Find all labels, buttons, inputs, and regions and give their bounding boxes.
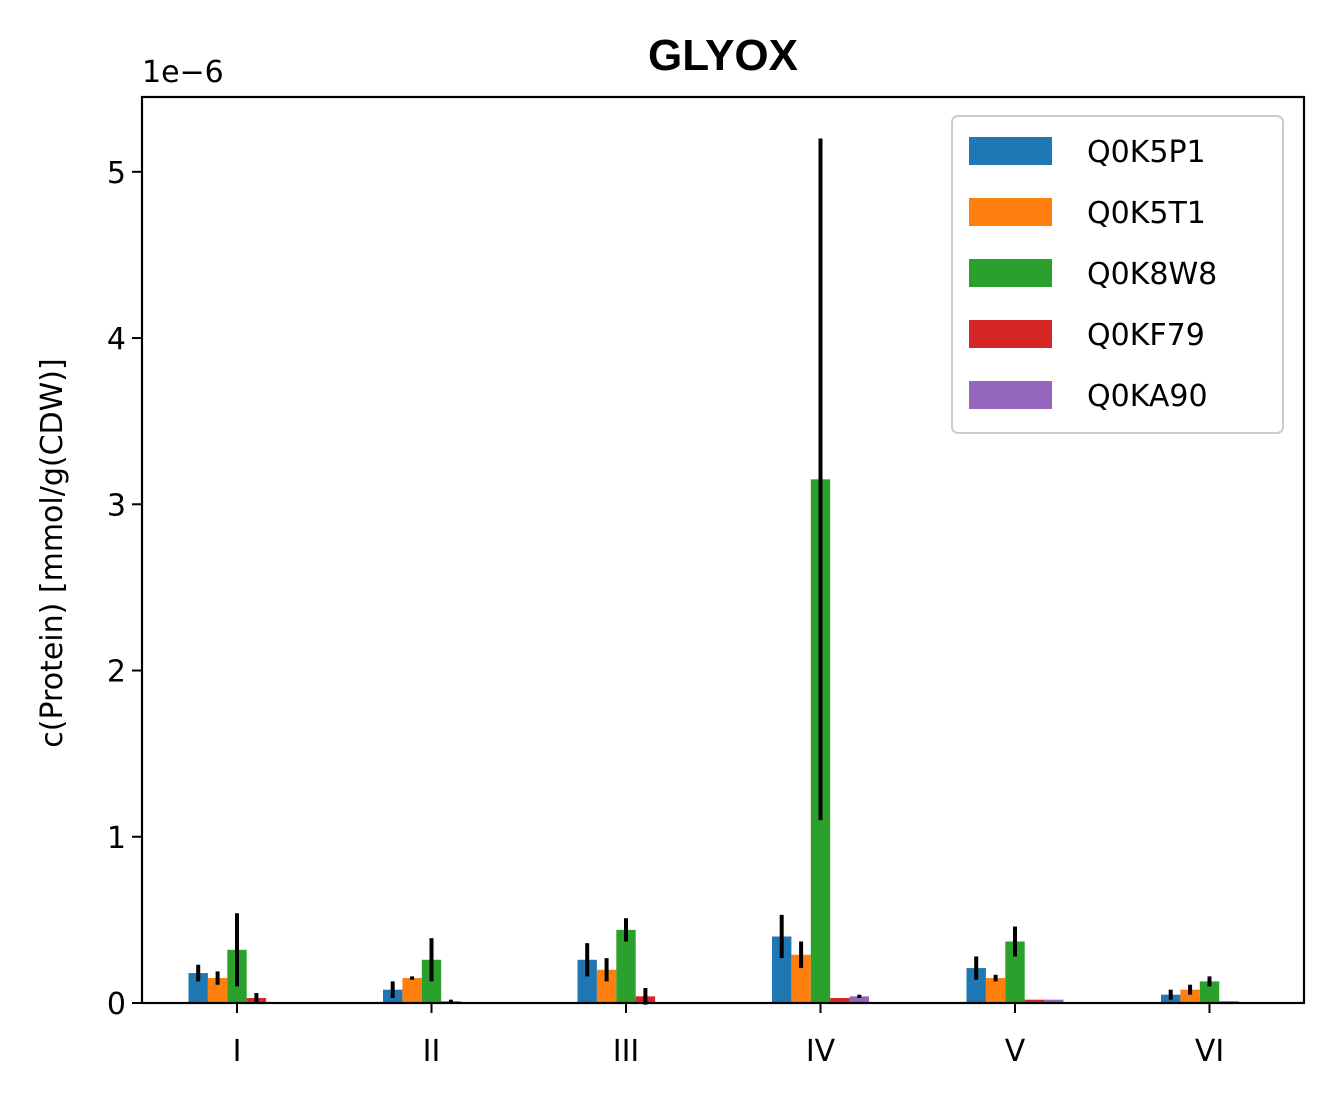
legend-label-Q0K8W8: Q0K8W8 [1087, 257, 1217, 292]
bar-Q0KF79-IV [830, 998, 850, 1003]
x-tick-label-V: V [1005, 1034, 1026, 1069]
bar-Q0K8W8-III [616, 929, 636, 1003]
bar-Q0KF79-V [1024, 999, 1045, 1003]
bar-Q0K5P1-IV [772, 936, 792, 1003]
legend-swatch-Q0K5T1 [969, 198, 1052, 226]
legend-label-Q0K5P1: Q0K5P1 [1087, 135, 1206, 170]
bar-Q0K5T1-II [402, 978, 422, 1003]
bar-Q0K5T1-V [985, 978, 1006, 1003]
x-tick-label-II: II [423, 1034, 441, 1069]
legend-swatch-Q0K8W8 [969, 259, 1052, 287]
y-tick-label-2: 2 [107, 655, 126, 690]
y-tick-label-1: 1 [107, 821, 126, 856]
chart-title: GLYOX [648, 31, 798, 80]
y-tick-label-4: 4 [107, 322, 126, 357]
plot-frame [140, 95, 1306, 1005]
bar-Q0K5T1-I [207, 978, 228, 1003]
legend-label-Q0KA90: Q0KA90 [1087, 379, 1208, 414]
legend-box [951, 115, 1284, 434]
x-tick-label-I: I [233, 1034, 242, 1069]
bar-Q0K5T1-III [596, 969, 617, 1003]
x-tick-label-IV: IV [806, 1034, 836, 1069]
legend-swatch-Q0K5P1 [969, 137, 1052, 165]
error-bars-layer [196, 138, 1212, 1005]
x-tick-label-III: III [613, 1034, 640, 1069]
x-tick-label-VI: VI [1195, 1034, 1224, 1069]
y-axis: 0 1 2 3 4 5 [107, 156, 142, 1022]
bar-Q0K5P1-III [577, 959, 597, 1003]
bar-Q0KA90-V [1044, 999, 1064, 1003]
legend-label-Q0K5T1: Q0K5T1 [1087, 196, 1206, 231]
legend-label-Q0KF79: Q0KF79 [1087, 318, 1205, 353]
bar-Q0KA90-IV [849, 996, 869, 1003]
y-axis-label: c(Protein) [mmol/g(CDW)] [35, 358, 70, 747]
bar-Q0K5T1-IV [791, 954, 811, 1003]
bar-Q0K8W8-V [1005, 941, 1025, 1003]
bar-Q0K5T1-VI [1180, 989, 1200, 1003]
y-tick-label-0: 0 [107, 987, 126, 1022]
bar-Q0K8W8-VI [1199, 981, 1220, 1003]
x-axis: I II III IV V VI [233, 1003, 1224, 1069]
y-tick-label-3: 3 [107, 488, 126, 523]
legend-swatch-Q0KA90 [969, 381, 1052, 409]
y-tick-label-5: 5 [107, 156, 126, 191]
bar-Q0K5P1-V [966, 968, 986, 1003]
legend-swatch-Q0KF79 [969, 320, 1052, 348]
legend: Q0K5P1 Q0K5T1 Q0K8W8 Q0KF79 Q0KA90 [951, 115, 1284, 434]
y-offset-text: 1e−6 [142, 55, 224, 90]
bar-Q0K5P1-I [188, 973, 208, 1003]
